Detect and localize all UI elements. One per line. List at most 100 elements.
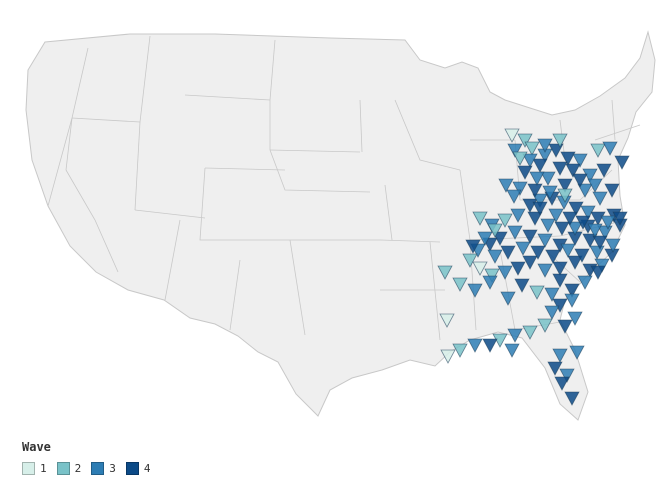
state-border	[429, 241, 441, 341]
legend-swatch-4	[125, 462, 139, 475]
wave-3-marker	[522, 153, 538, 168]
wave-3-marker	[537, 263, 553, 278]
state-border	[71, 117, 141, 123]
wave-4-marker	[514, 278, 530, 293]
wave-3-marker	[512, 181, 528, 196]
legend-swatch-1	[22, 462, 35, 475]
state-border	[384, 184, 393, 241]
wave-3-marker	[544, 305, 560, 320]
legend-item-wave-3: 3	[91, 462, 116, 475]
state-border	[289, 239, 306, 336]
wave-3-marker	[587, 223, 603, 238]
wave-2-marker	[529, 285, 545, 300]
wave-1-marker	[440, 349, 456, 364]
wave-3-marker	[560, 243, 576, 258]
wave-4-marker	[554, 221, 570, 236]
wave-2-marker	[522, 325, 538, 340]
wave-4-marker	[574, 248, 590, 263]
wave-3-marker	[507, 143, 523, 158]
wave-3-marker	[552, 348, 568, 363]
wave-4-marker	[482, 338, 498, 353]
wave-4-marker	[552, 298, 568, 313]
wave-2-marker	[497, 213, 513, 228]
wave-4-marker	[532, 201, 548, 216]
wave-3-marker	[467, 338, 483, 353]
wave-3-marker	[592, 191, 608, 206]
wave-3-marker	[477, 231, 493, 246]
wave-3-marker	[532, 193, 548, 208]
wave-3-marker	[507, 225, 523, 240]
wave-4-marker	[527, 211, 543, 226]
legend-label-1: 1	[40, 462, 47, 475]
state-border	[134, 209, 206, 219]
wave-3-marker	[529, 171, 545, 186]
legend-label-3: 3	[109, 462, 116, 475]
wave-2-marker	[537, 318, 553, 333]
wave-3-marker	[540, 218, 556, 233]
wave-3-marker	[587, 178, 603, 193]
wave-4-marker	[545, 249, 561, 264]
wave-3-marker	[537, 233, 553, 248]
wave-3-marker	[589, 245, 605, 260]
wave-2-marker	[517, 133, 533, 148]
wave-4-marker	[500, 245, 516, 260]
state-border	[204, 167, 286, 171]
wave-4-marker	[554, 376, 570, 391]
state-border	[594, 124, 641, 141]
legend-label-4: 4	[143, 462, 151, 475]
state-border	[379, 239, 441, 243]
wave-3-marker	[577, 183, 593, 198]
state-border	[359, 99, 363, 153]
wave-2-marker	[512, 151, 528, 166]
wave-3-marker	[602, 141, 618, 156]
wave-2-marker	[557, 188, 573, 203]
wave-3-marker	[605, 238, 621, 253]
state-border	[269, 39, 276, 101]
wave-3-marker	[500, 291, 516, 306]
wave-4-marker	[557, 319, 573, 334]
wave-3-marker	[537, 138, 553, 153]
state-border	[269, 149, 371, 193]
legend-swatch-2	[56, 462, 70, 475]
legend-title: Wave	[22, 440, 51, 454]
wave-3-marker	[515, 241, 531, 256]
wave-2-marker	[590, 143, 606, 158]
wave-4-marker	[564, 391, 580, 406]
wave-3-marker	[504, 343, 520, 358]
wave-4-marker	[590, 265, 606, 280]
wave-4-marker	[572, 173, 588, 188]
wave-3-marker	[544, 287, 560, 302]
state-border	[394, 99, 461, 171]
wave-2-marker	[487, 223, 503, 238]
wave-1-marker	[472, 261, 488, 276]
wave-4-marker	[548, 143, 564, 158]
wave-2-marker	[462, 253, 478, 268]
wave-4-marker	[575, 215, 591, 230]
state-border	[611, 99, 616, 141]
wave-3-marker	[506, 189, 522, 204]
wave-4-marker	[614, 155, 630, 170]
wave-4-marker	[547, 361, 563, 376]
wave-1-marker	[439, 313, 455, 328]
wave-3-marker	[482, 275, 498, 290]
wave-4-marker	[562, 211, 578, 226]
wave-3-marker	[600, 215, 616, 230]
state-border	[184, 94, 271, 101]
wave-2-marker	[452, 343, 468, 358]
legend-items: 1 2 3 4	[22, 462, 151, 475]
state-border	[134, 121, 141, 211]
state-border	[269, 149, 361, 153]
wave-3-marker	[467, 283, 483, 298]
state-border	[229, 259, 241, 331]
legend-item-wave-2: 2	[56, 462, 81, 475]
wave-4-marker	[552, 161, 568, 176]
wave-3-marker	[559, 368, 575, 383]
state-border	[499, 249, 516, 331]
wave-4-marker	[592, 235, 608, 250]
wave-3-marker	[577, 275, 593, 290]
wave-3-marker	[542, 185, 558, 200]
wave-4-marker	[510, 261, 526, 276]
wave-2-marker	[452, 277, 468, 292]
wave-3-marker	[497, 265, 513, 280]
